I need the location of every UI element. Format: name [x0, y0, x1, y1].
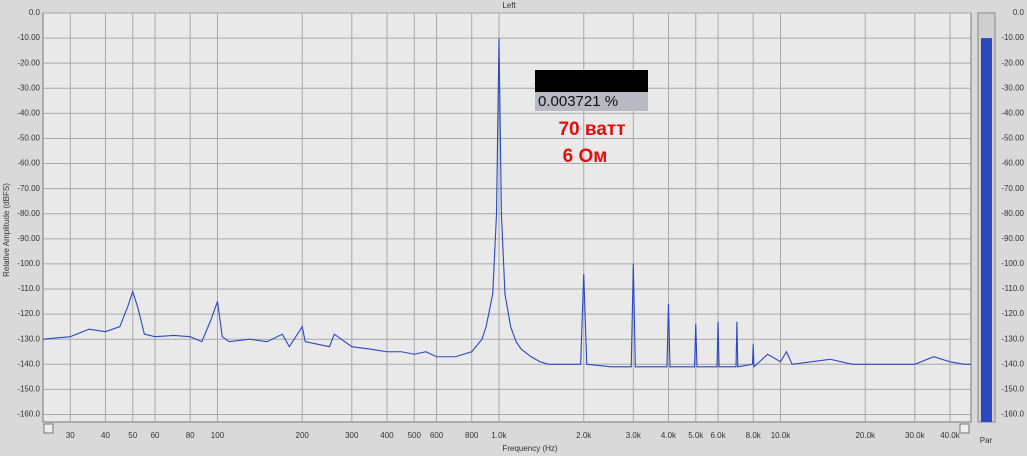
meter-bar	[981, 38, 992, 422]
y-tick-label: -150.0	[17, 384, 40, 393]
meter-label: Par	[980, 436, 993, 445]
y-tick-label: -70.00	[17, 184, 40, 193]
y-tick-label: -160.0	[17, 410, 40, 419]
x-axis-label: Frequency (Hz)	[502, 444, 557, 453]
meter-tick-label: -90.00	[1001, 234, 1024, 243]
x-tick-label: 1.0k	[491, 431, 507, 440]
x-tick-label: 20.0k	[855, 431, 876, 440]
x-tick-label: 30	[66, 431, 75, 440]
power-note: 70 ватт	[558, 119, 625, 140]
y-tick-label: -90.00	[17, 234, 40, 243]
thd-value: 0.003721 %	[538, 93, 618, 110]
meter-tick-label: -160.0	[1001, 410, 1024, 419]
zoom-button[interactable]	[959, 423, 970, 434]
meter-tick-label: -40.00	[1001, 108, 1024, 117]
x-tick-label: 30.0k	[905, 431, 926, 440]
x-tick-label: 100	[211, 431, 225, 440]
x-tick-label: 4.0k	[661, 431, 677, 440]
y-tick-label: 0.0	[29, 8, 41, 17]
spectrum-line	[42, 38, 971, 369]
meter-tick-label: -110.0	[1002, 284, 1025, 293]
x-tick-label: 50	[128, 431, 137, 440]
redacted-box	[535, 70, 648, 92]
x-tick-label: 600	[430, 431, 444, 440]
meter-tick-label: -120.0	[1001, 309, 1024, 318]
meter-tick-label: -10.00	[1001, 33, 1024, 42]
thd-box	[535, 92, 648, 111]
load-note: 6 Ом	[563, 146, 608, 167]
zoom-button[interactable]	[43, 423, 54, 434]
x-tick-label: 60	[151, 431, 160, 440]
x-tick-label: 2.0k	[576, 431, 592, 440]
meter-tick-label: -80.00	[1001, 209, 1024, 218]
x-tick-label: 3.0k	[626, 431, 642, 440]
y-tick-label: -10.00	[17, 33, 40, 42]
y-tick-label: -140.0	[17, 359, 40, 368]
x-tick-label: 500	[408, 431, 422, 440]
meter-tick-label: -60.00	[1001, 159, 1024, 168]
meter-tick-label: -100.0	[1001, 259, 1024, 268]
y-tick-label: -130.0	[17, 334, 40, 343]
y-tick-label: -60.00	[17, 159, 40, 168]
x-tick-label: 8.0k	[746, 431, 762, 440]
y-axis-label: Relative Amplitude (dBFS)	[2, 183, 11, 277]
meter-tick-label: -50.00	[1001, 134, 1024, 143]
meter-tick-label: -140.0	[1001, 359, 1024, 368]
x-tick-label: 800	[465, 431, 479, 440]
y-tick-label: -30.00	[17, 83, 40, 92]
meter-tick-label: -30.00	[1001, 83, 1024, 92]
x-tick-label: 6.0k	[710, 431, 726, 440]
x-tick-label: 10.0k	[771, 431, 792, 440]
x-tick-label: 200	[296, 431, 310, 440]
y-tick-label: -80.00	[17, 209, 40, 218]
meter-tick-label: -20.00	[1001, 58, 1024, 67]
chart-title: Left	[502, 1, 516, 10]
meter-tick-label: -130.0	[1001, 334, 1024, 343]
x-tick-label: 40	[101, 431, 110, 440]
y-tick-label: -110.0	[18, 284, 41, 293]
x-tick-label: 5.0k	[688, 431, 704, 440]
y-tick-label: -100.0	[17, 259, 40, 268]
y-tick-label: -50.00	[17, 134, 40, 143]
y-tick-label: -20.00	[17, 58, 40, 67]
x-tick-label: 400	[380, 431, 394, 440]
plot-area	[42, 12, 972, 423]
meter-tick-label: -150.0	[1001, 384, 1024, 393]
x-tick-label: 80	[186, 431, 195, 440]
meter-tick-label: -70.00	[1001, 184, 1024, 193]
meter-tick-label: 0.0	[1013, 8, 1025, 17]
x-tick-label: 40.0k	[940, 431, 961, 440]
y-tick-label: -120.0	[17, 309, 40, 318]
x-tick-label: 300	[345, 431, 359, 440]
y-tick-label: -40.00	[17, 108, 40, 117]
